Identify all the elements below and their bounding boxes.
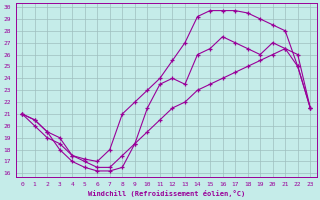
X-axis label: Windchill (Refroidissement éolien,°C): Windchill (Refroidissement éolien,°C) (88, 190, 245, 197)
